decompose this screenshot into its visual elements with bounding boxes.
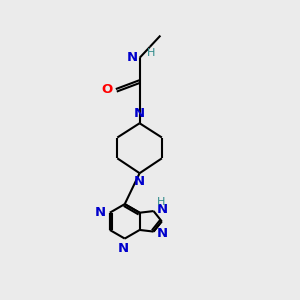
- Text: N: N: [127, 51, 138, 64]
- Text: N: N: [118, 242, 129, 254]
- Text: H: H: [147, 48, 155, 59]
- Text: H: H: [157, 197, 166, 207]
- Text: N: N: [134, 107, 145, 120]
- Text: N: N: [157, 203, 168, 216]
- Text: N: N: [134, 175, 145, 188]
- Text: O: O: [102, 82, 113, 96]
- Text: N: N: [157, 226, 168, 240]
- Text: N: N: [95, 206, 106, 219]
